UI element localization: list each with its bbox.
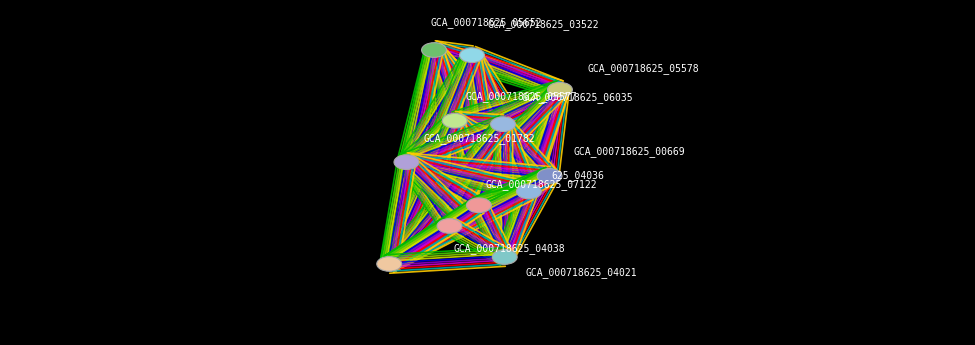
Ellipse shape bbox=[459, 48, 485, 62]
Text: GCA_000718625_00669: GCA_000718625_00669 bbox=[573, 146, 685, 157]
Text: GCA_000718625_06035: GCA_000718625_06035 bbox=[522, 92, 634, 103]
Text: GCA_000718625_01782: GCA_000718625_01782 bbox=[424, 133, 535, 144]
Ellipse shape bbox=[421, 43, 447, 57]
Text: GCA_000718625_05578: GCA_000718625_05578 bbox=[588, 63, 699, 75]
Ellipse shape bbox=[443, 114, 467, 128]
Ellipse shape bbox=[394, 155, 419, 169]
Text: GCA_000718625_05652: GCA_000718625_05652 bbox=[431, 17, 542, 28]
Ellipse shape bbox=[517, 184, 541, 199]
Ellipse shape bbox=[537, 169, 562, 183]
Ellipse shape bbox=[437, 219, 462, 233]
Text: GCA_000718625_04021: GCA_000718625_04021 bbox=[526, 267, 637, 278]
Text: 625_04036: 625_04036 bbox=[551, 170, 604, 181]
Ellipse shape bbox=[466, 198, 491, 213]
Ellipse shape bbox=[548, 82, 572, 97]
Text: GCA_000718625_05577: GCA_000718625_05577 bbox=[465, 91, 576, 102]
Text: GCA_000718625_04038: GCA_000718625_04038 bbox=[453, 243, 565, 254]
Text: GCA_000718625_07122: GCA_000718625_07122 bbox=[486, 179, 598, 190]
Text: GCA_000718625_03522: GCA_000718625_03522 bbox=[488, 19, 599, 30]
Ellipse shape bbox=[490, 117, 516, 131]
Ellipse shape bbox=[376, 257, 402, 271]
Ellipse shape bbox=[492, 250, 517, 264]
